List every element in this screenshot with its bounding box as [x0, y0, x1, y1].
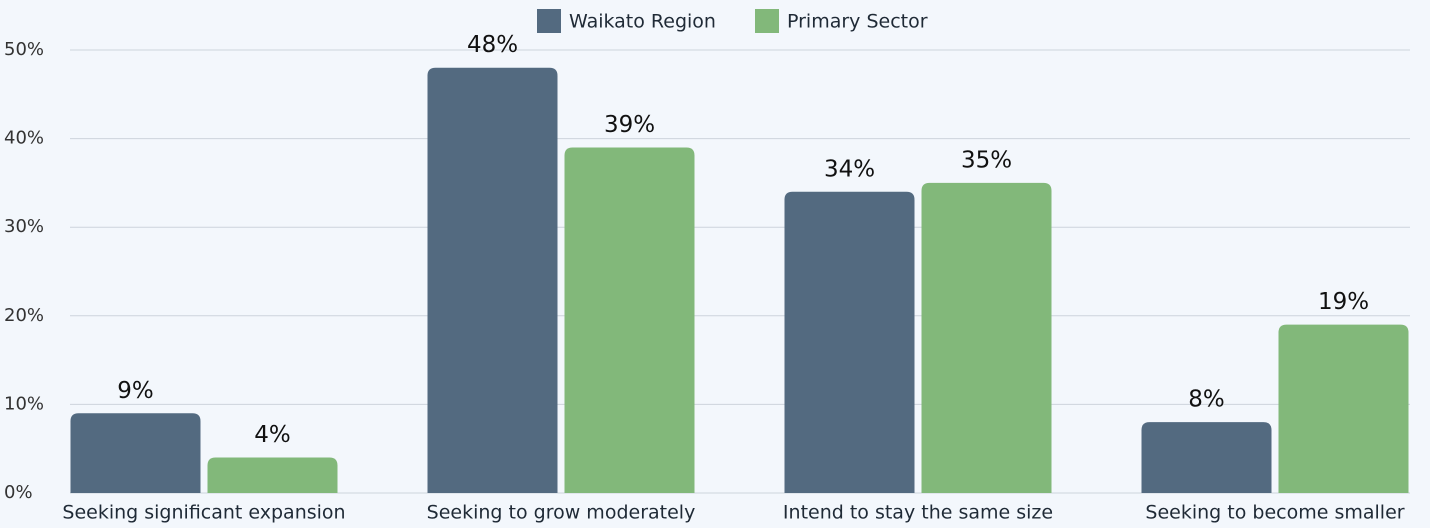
x-tick-label: Intend to stay the same size: [783, 502, 1053, 524]
y-tick-label: 0%: [4, 482, 33, 503]
y-tick-label: 50%: [4, 39, 44, 60]
data-label: 39%: [604, 112, 655, 138]
data-label: 8%: [1188, 387, 1225, 413]
x-tick-label: Seeking to grow moderately: [427, 502, 696, 524]
bar: [70, 413, 201, 493]
data-label: 19%: [1318, 289, 1369, 315]
bar: [921, 182, 1052, 493]
data-label: 35%: [961, 147, 1012, 173]
legend-swatch: [755, 9, 779, 33]
y-tick-label: 30%: [4, 216, 44, 237]
y-tick-label: 20%: [4, 305, 44, 326]
data-label: 34%: [824, 156, 875, 182]
data-label: 48%: [467, 32, 518, 58]
bar: [784, 191, 915, 493]
y-tick-label: 40%: [4, 128, 44, 149]
y-tick-label: 10%: [4, 393, 44, 414]
x-tick-label: Seeking significant expansion: [62, 502, 345, 524]
x-tick-label: Seeking to become smaller: [1145, 502, 1404, 524]
bar: [1141, 422, 1272, 493]
bar: [427, 67, 558, 493]
data-label: 9%: [117, 378, 154, 404]
legend-swatch: [537, 9, 561, 33]
legend-label: Primary Sector: [787, 11, 928, 33]
data-label: 4%: [254, 422, 291, 448]
bar: [1278, 324, 1409, 493]
legend-label: Waikato Region: [569, 11, 716, 33]
bar: [564, 147, 695, 493]
bar: [207, 457, 338, 493]
